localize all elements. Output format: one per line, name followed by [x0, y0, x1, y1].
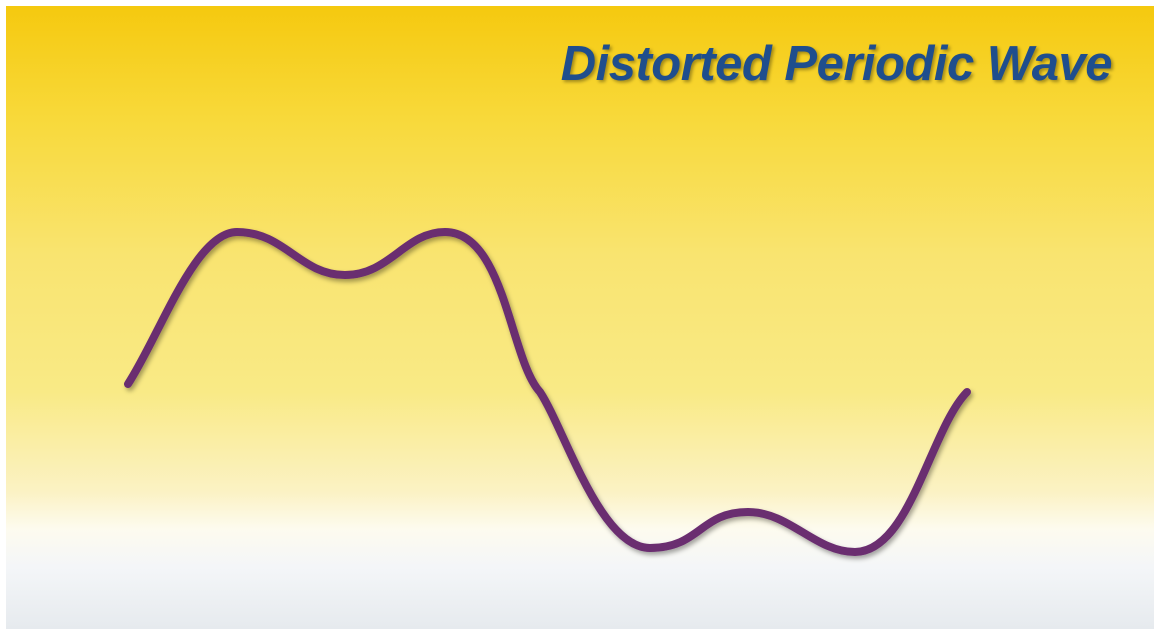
- slide-background: [6, 6, 1154, 629]
- distorted-wave-curve: [124, 228, 971, 556]
- slide-title: Distorted Periodic Wave: [560, 37, 1113, 91]
